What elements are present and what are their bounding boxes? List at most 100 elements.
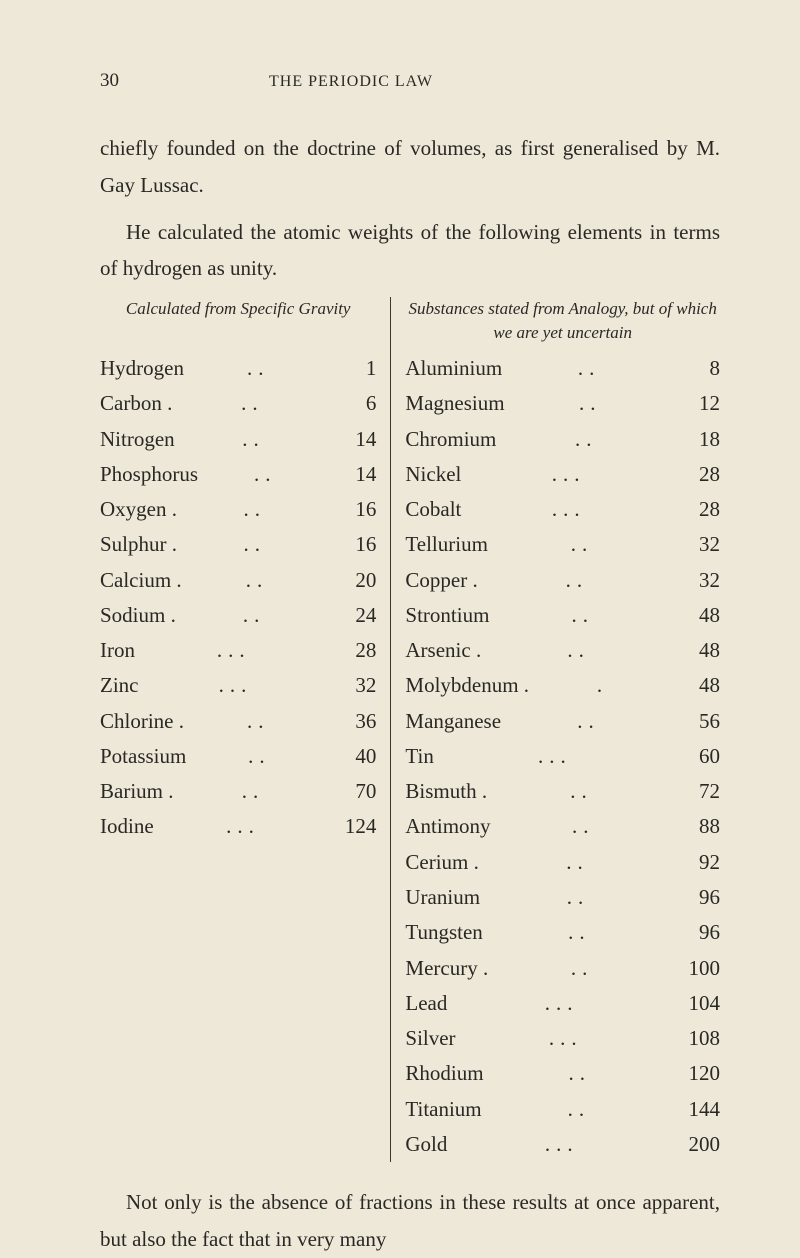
left-column-heading: Calculated from Specific Gravity [100,297,376,345]
element-value: 28 [676,492,720,527]
table-row: Aluminium..8 [405,351,720,386]
leader-dots: .. [182,563,333,598]
leader-dots: .. [175,422,333,457]
element-name: Sulphur . [100,527,177,562]
table-row: Zinc...32 [100,668,376,703]
table-row: Bismuth ...72 [405,774,720,809]
table-row: Strontium..48 [405,598,720,633]
element-name: Titanium [405,1092,481,1127]
leader-dots: ... [461,492,676,527]
table-row: Gold...200 [405,1127,720,1162]
element-value: 6 [332,386,376,421]
leader-dots: .. [488,951,676,986]
element-value: 104 [676,986,720,1021]
element-value: 56 [676,704,720,739]
element-value: 48 [676,598,720,633]
element-value: 120 [676,1056,720,1091]
page-number: 30 [100,70,119,92]
page: 30 THE PERIODIC LAW chiefly founded on t… [0,0,800,1226]
leader-dots: .. [176,598,333,633]
leader-dots: .. [198,457,332,492]
table-row: Tellurium..32 [405,527,720,562]
element-name: Nickel [405,457,461,492]
table-row: Arsenic ...48 [405,633,720,668]
leader-dots: ... [138,668,332,703]
table-row: Phosphorus..14 [100,457,376,492]
element-value: 28 [332,633,376,668]
table-row: Tungsten..96 [405,915,720,950]
element-value: 88 [676,809,720,844]
leader-dots: . [529,668,676,703]
table-row: Chromium..18 [405,422,720,457]
table-row: Uranium..96 [405,880,720,915]
leader-dots: .. [184,704,332,739]
leader-dots: .. [488,527,676,562]
table-row: Cerium ...92 [405,845,720,880]
table-column-left: Calculated from Specific Gravity Hydroge… [100,297,391,1162]
element-value: 100 [676,951,720,986]
element-value: 144 [676,1092,720,1127]
leader-dots: ... [447,986,676,1021]
element-value: 32 [676,563,720,598]
leader-dots: .. [482,1092,676,1127]
element-value: 8 [676,351,720,386]
element-name: Calcium . [100,563,182,598]
element-name: Potassium [100,739,186,774]
element-value: 200 [676,1127,720,1162]
element-name: Chromium [405,422,496,457]
element-name: Strontium [405,598,489,633]
table-row: Mercury ...100 [405,951,720,986]
element-value: 48 [676,668,720,703]
element-value: 48 [676,633,720,668]
element-name: Manganese [405,704,501,739]
element-value: 108 [676,1021,720,1056]
table-row: Copper ...32 [405,563,720,598]
element-value: 16 [332,492,376,527]
element-name: Phosphorus [100,457,198,492]
element-name: Cobalt [405,492,461,527]
element-value: 28 [676,457,720,492]
table-row: Rhodium..120 [405,1056,720,1091]
paragraph-3: Not only is the absence of fractions in … [100,1184,720,1258]
leader-dots: .. [186,739,332,774]
element-value: 96 [676,880,720,915]
table-row: Tin...60 [405,739,720,774]
element-name: Chlorine . [100,704,184,739]
element-name: Uranium [405,880,480,915]
element-name: Arsenic . [405,633,481,668]
element-name: Carbon . [100,386,172,421]
table-row: Titanium..144 [405,1092,720,1127]
element-name: Tellurium [405,527,488,562]
leader-dots: .. [483,915,676,950]
leader-dots: .. [478,563,676,598]
leader-dots: .. [479,845,676,880]
element-name: Bismuth . [405,774,487,809]
paragraph-2: He calculated the atomic weights of the … [100,214,720,288]
element-value: 24 [332,598,376,633]
element-name: Silver [405,1021,455,1056]
table-row: Oxygen ...16 [100,492,376,527]
element-name: Lead [405,986,447,1021]
leader-dots: ... [461,457,676,492]
leader-dots: .. [177,527,332,562]
leader-dots: .. [172,386,332,421]
leader-dots: ... [434,739,676,774]
table-row: Iron...28 [100,633,376,668]
table-row: Chlorine ...36 [100,704,376,739]
element-value: 32 [676,527,720,562]
element-value: 16 [332,527,376,562]
element-name: Tungsten [405,915,482,950]
leader-dots: .. [501,704,676,739]
table-row: Nickel...28 [405,457,720,492]
element-name: Iron [100,633,135,668]
running-header: 30 THE PERIODIC LAW [100,70,720,92]
element-name: Aluminium [405,351,502,386]
elements-table: Calculated from Specific Gravity Hydroge… [100,297,720,1162]
table-row: Iodine...124 [100,809,376,844]
table-row: Barium ...70 [100,774,376,809]
element-name: Molybdenum . [405,668,529,703]
element-name: Barium . [100,774,174,809]
element-name: Nitrogen [100,422,175,457]
leader-dots: .. [177,492,332,527]
paragraph-1: chiefly founded on the doctrine of volum… [100,130,720,204]
